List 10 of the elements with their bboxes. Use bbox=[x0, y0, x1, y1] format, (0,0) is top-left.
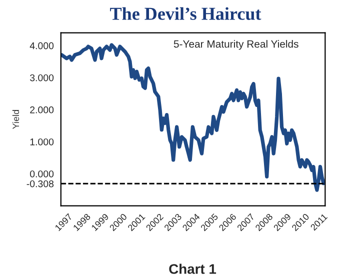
caption: Chart 1 bbox=[169, 264, 216, 274]
y-tick-label: 1.000 bbox=[30, 138, 54, 146]
y-tick-label: -0.308 bbox=[26, 180, 54, 188]
chart-title: The Devil’s Haircut bbox=[110, 7, 262, 20]
y-tick-label: 0.000 bbox=[30, 170, 54, 178]
y-tick-label: 2.000 bbox=[30, 106, 54, 114]
y-tick-label: 4.000 bbox=[30, 42, 54, 50]
y-tick-label: 3.000 bbox=[30, 74, 54, 82]
annotation: 5-Year Maturity Real Yields bbox=[174, 40, 298, 50]
y-axis-title: Yield bbox=[12, 110, 20, 129]
